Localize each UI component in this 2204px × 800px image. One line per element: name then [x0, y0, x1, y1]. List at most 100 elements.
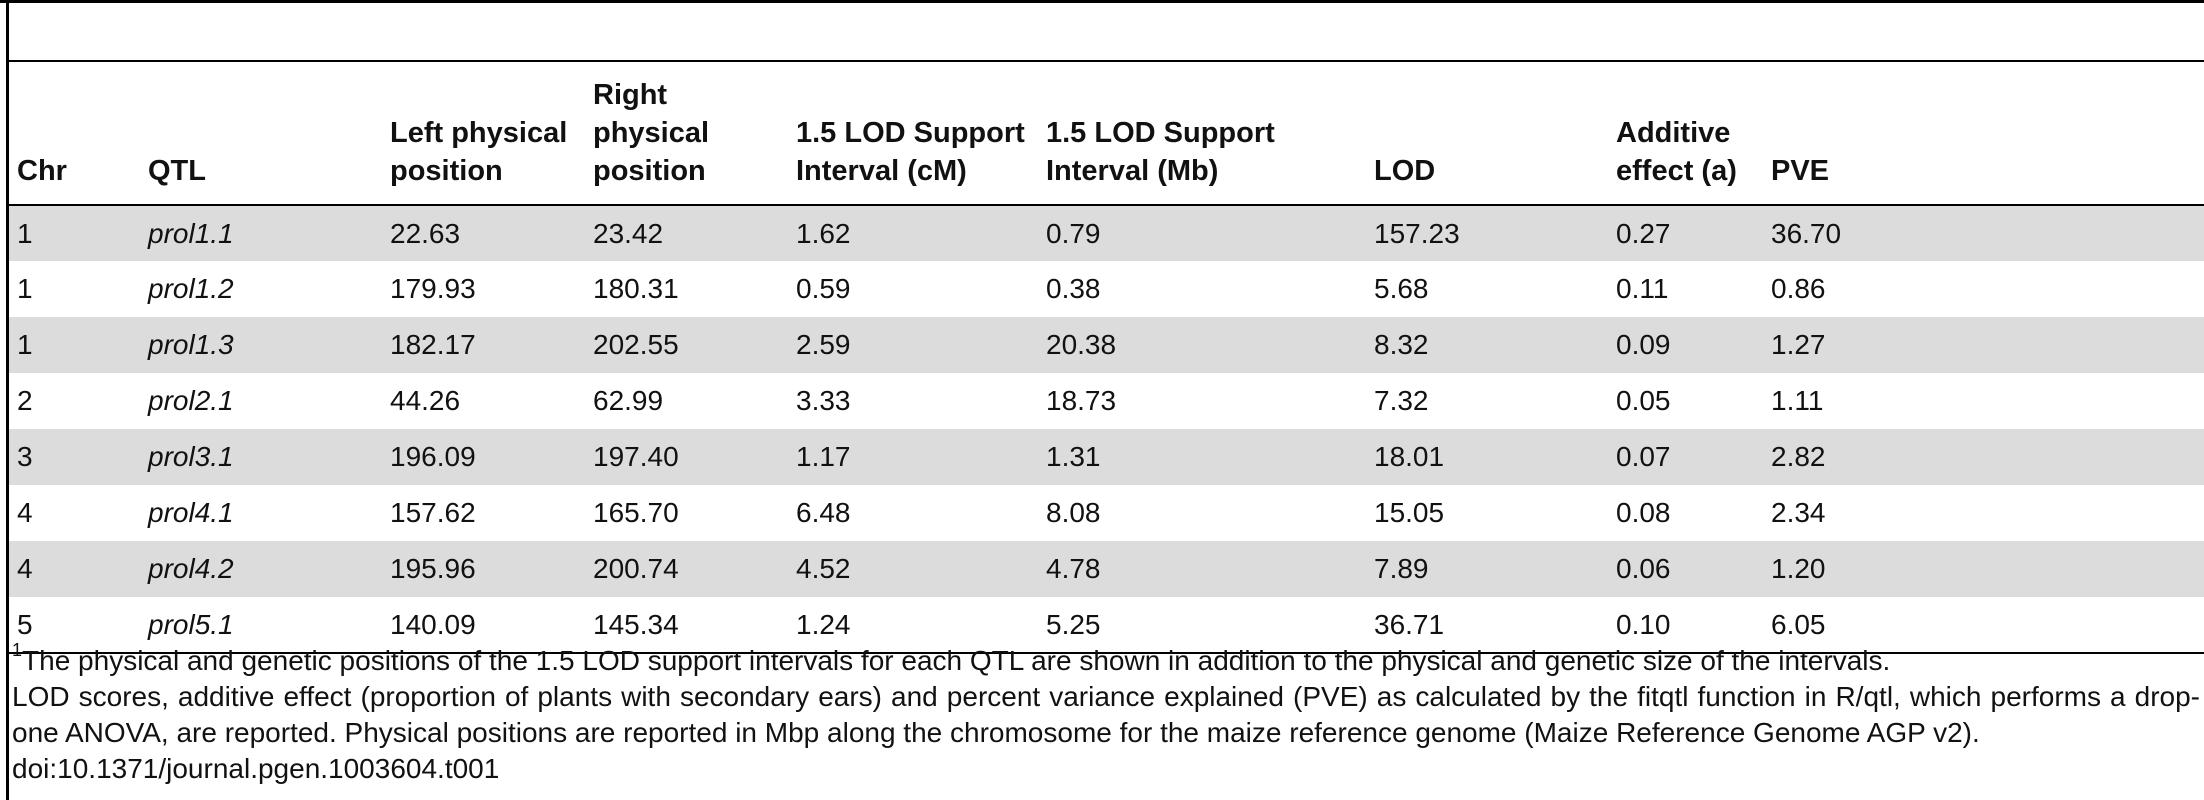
- left-border: [6, 0, 9, 800]
- cell-additive-effect: 0.27: [1608, 205, 1763, 261]
- table-row: 2 prol2.1 44.26 62.99 3.33 18.73 7.32 0.…: [9, 373, 2204, 429]
- footnote-1: 1The physical and genetic positions of t…: [12, 639, 2200, 679]
- header-additive-effect: Additive effect (a): [1616, 117, 1737, 187]
- cell-right-position: 197.40: [585, 429, 788, 485]
- cell-left-position: 196.09: [382, 429, 585, 485]
- cell-chr: 2: [17, 385, 33, 416]
- cell-interval-cm: 1.24: [796, 608, 851, 640]
- header-left-physical-position: Left physical position: [390, 117, 568, 187]
- table-row: 4 prol4.2 195.96 200.74 4.52 4.78 7.89 0…: [9, 541, 2204, 597]
- cell-interval-mb: 8.08: [1046, 497, 1101, 528]
- cell-interval-cm: 3.33: [796, 385, 851, 416]
- header-lod: LOD: [1374, 155, 1436, 187]
- cell-right-position: 165.70: [593, 497, 679, 528]
- cell-chr: 1: [9, 205, 140, 261]
- cell-pve: 1.20: [1763, 541, 2204, 597]
- cell-interval-mb: 1.31: [1038, 429, 1366, 485]
- cell-right-position: 23.42: [585, 205, 788, 261]
- cell-lod: 5.68: [1374, 273, 1429, 304]
- cell-additive-effect: 0.06: [1608, 541, 1763, 597]
- qtl-table: Chr QTL Left physical position Right phy…: [9, 60, 2204, 654]
- header-right-physical-position: Right physical position: [593, 79, 710, 187]
- cell-chr: 3: [9, 429, 140, 485]
- cell-interval-cm: 1.62: [788, 205, 1038, 261]
- cell-qtl: prol1.2: [148, 273, 234, 304]
- table-footnotes: 1The physical and genetic positions of t…: [12, 639, 2200, 787]
- cell-right-position: 180.31: [593, 273, 679, 304]
- cell-interval-mb: 20.38: [1038, 317, 1366, 373]
- table-row: 1 prol1.3 182.17 202.55 2.59 20.38 8.32 …: [9, 317, 2204, 373]
- cell-interval-cm: 1.17: [788, 429, 1038, 485]
- table-row: 5 prol5.1 140.09 145.34 1.24 5.25 36.71 …: [9, 597, 2204, 653]
- header-qtl: QTL: [148, 155, 206, 187]
- cell-pve: 2.34: [1771, 497, 1826, 528]
- cell-additive-effect: 0.05: [1616, 385, 1671, 416]
- cell-interval-cm: 4.52: [788, 541, 1038, 597]
- header-pve: PVE: [1771, 155, 1830, 187]
- cell-qtl: prol3.1: [140, 429, 382, 485]
- cell-interval-mb: 0.79: [1038, 205, 1366, 261]
- cell-qtl: prol1.1: [140, 205, 382, 261]
- doi-link[interactable]: doi:10.1371/journal.pgen.1003604.t001: [12, 753, 500, 784]
- header-lod-interval-mb: 1.5 LOD Support Interval (Mb): [1046, 117, 1275, 187]
- cell-left-position: 44.26: [390, 385, 461, 416]
- cell-lod: 15.05: [1374, 497, 1445, 528]
- cell-pve: 0.86: [1771, 273, 1826, 304]
- cell-qtl: prol2.1: [148, 385, 234, 416]
- cell-lod: 7.32: [1374, 385, 1429, 416]
- cell-interval-cm: 0.59: [796, 273, 851, 304]
- cell-additive-effect: 0.07: [1608, 429, 1763, 485]
- cell-chr: 4: [17, 497, 33, 528]
- cell-left-position: 195.96: [382, 541, 585, 597]
- cell-qtl: prol1.3: [140, 317, 382, 373]
- cell-right-position: 145.34: [593, 608, 679, 640]
- cell-right-position: 200.74: [585, 541, 788, 597]
- cell-pve: 1.11: [1771, 385, 1824, 416]
- cell-qtl: prol5.1: [148, 608, 234, 640]
- table-header-row: Chr QTL Left physical position Right phy…: [9, 61, 2204, 205]
- table-row: 3 prol3.1 196.09 197.40 1.17 1.31 18.01 …: [9, 429, 2204, 485]
- cell-interval-mb: 0.38: [1046, 273, 1101, 304]
- footnote-marker: 1: [12, 639, 23, 660]
- cell-pve: 2.82: [1763, 429, 2204, 485]
- cell-lod: 36.71: [1374, 608, 1445, 640]
- cell-left-position: 179.93: [390, 273, 476, 304]
- cell-lod: 18.01: [1366, 429, 1608, 485]
- cell-left-position: 157.62: [390, 497, 476, 528]
- footnote-2: LOD scores, additive effect (proportion …: [12, 681, 2200, 748]
- cell-additive-effect: 0.08: [1616, 497, 1671, 528]
- cell-lod: 157.23: [1366, 205, 1608, 261]
- cell-lod: 7.89: [1366, 541, 1608, 597]
- cell-right-position: 62.99: [593, 385, 664, 416]
- cell-chr: 1: [9, 317, 140, 373]
- table-row: 1 prol1.1 22.63 23.42 1.62 0.79 157.23 0…: [9, 205, 2204, 261]
- cell-interval-cm: 2.59: [788, 317, 1038, 373]
- cell-left-position: 22.63: [382, 205, 585, 261]
- cell-lod: 8.32: [1366, 317, 1608, 373]
- cell-pve: 6.05: [1771, 608, 1826, 640]
- cell-pve: 36.70: [1763, 205, 2204, 261]
- cell-chr: 1: [17, 273, 33, 304]
- cell-additive-effect: 0.10: [1616, 608, 1671, 640]
- cell-interval-mb: 4.78: [1038, 541, 1366, 597]
- qtl-table-container: Chr QTL Left physical position Right phy…: [9, 60, 2204, 654]
- cell-qtl: prol4.1: [148, 497, 234, 528]
- footnote-1-text: The physical and genetic positions of th…: [22, 645, 1891, 676]
- cell-interval-cm: 6.48: [796, 497, 851, 528]
- header-lod-interval-cm: 1.5 LOD Support Interval (cM): [796, 117, 1025, 187]
- cell-right-position: 202.55: [585, 317, 788, 373]
- cell-qtl: prol4.2: [140, 541, 382, 597]
- cell-pve: 1.27: [1763, 317, 2204, 373]
- cell-interval-mb: 18.73: [1046, 385, 1117, 416]
- cell-interval-mb: 5.25: [1046, 608, 1101, 640]
- cell-chr: 5: [17, 608, 33, 640]
- cell-additive-effect: 0.09: [1608, 317, 1763, 373]
- cell-left-position: 140.09: [390, 608, 476, 640]
- table-row: 1 prol1.2 179.93 180.31 0.59 0.38 5.68 0…: [9, 261, 2204, 317]
- table-row: 4 prol4.1 157.62 165.70 6.48 8.08 15.05 …: [9, 485, 2204, 541]
- header-chr: Chr: [17, 155, 67, 187]
- cell-left-position: 182.17: [382, 317, 585, 373]
- top-border: [0, 0, 2204, 3]
- cell-additive-effect: 0.11: [1616, 273, 1669, 304]
- cell-chr: 4: [9, 541, 140, 597]
